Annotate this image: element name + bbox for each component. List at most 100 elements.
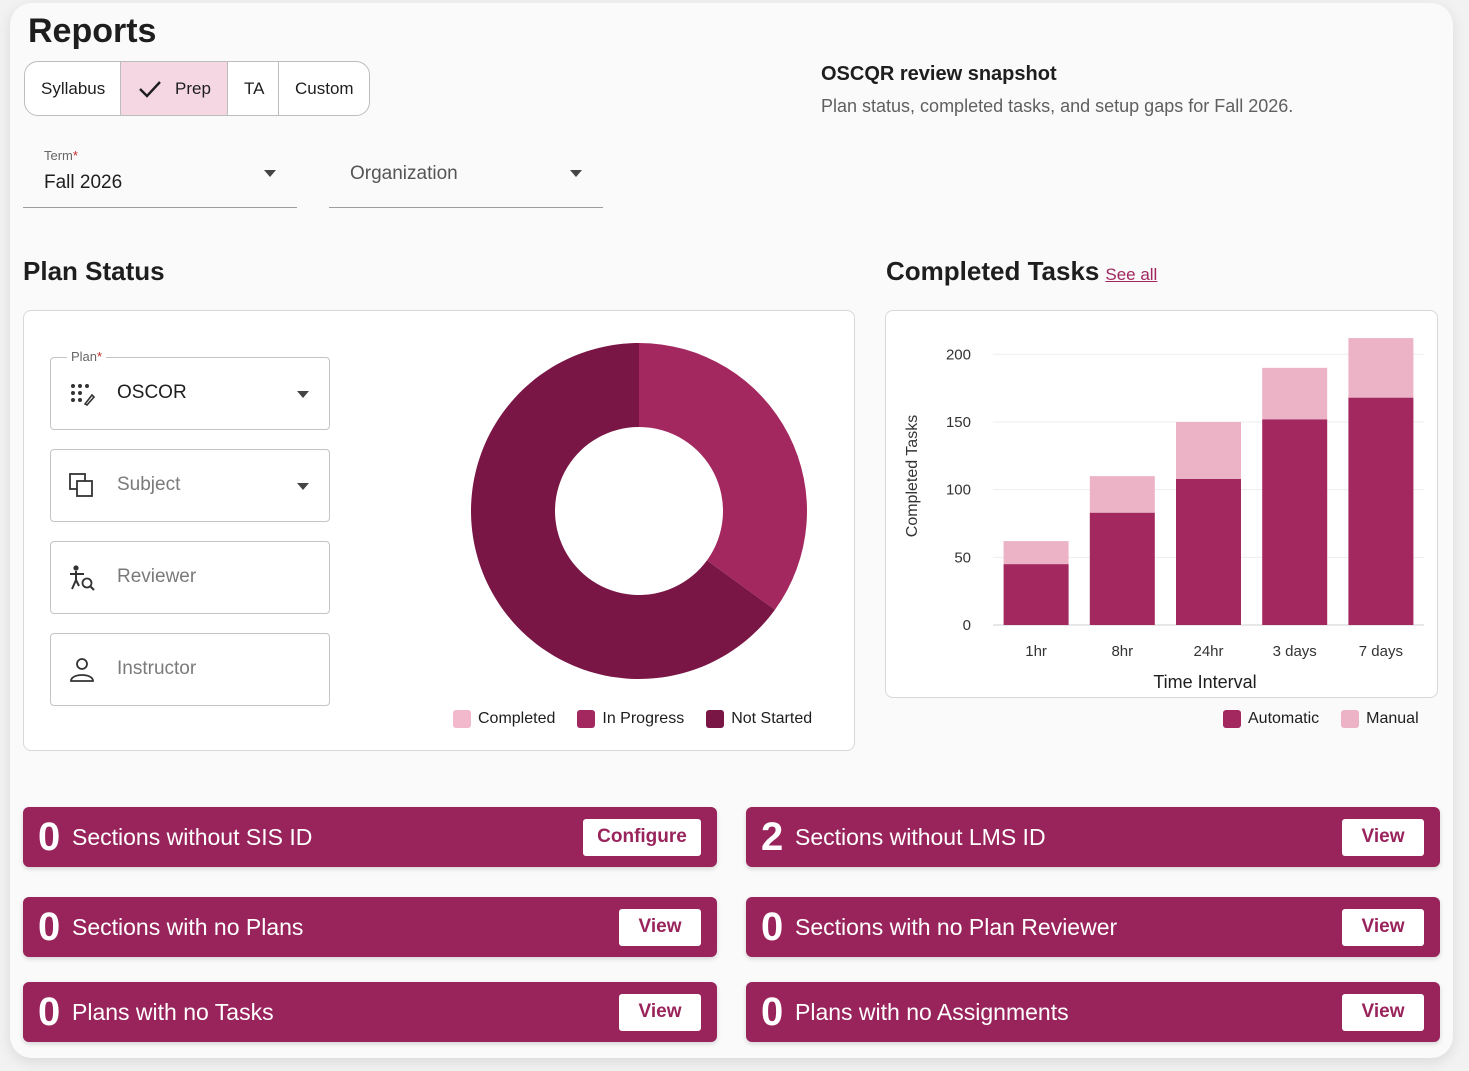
legend-item-not-started: Not Started [706,710,812,728]
y-tick-label: 100 [946,482,971,499]
x-axis-title: Time Interval [1153,672,1256,692]
x-tick-label: 3 days [1273,643,1317,660]
term-label: Term* [44,148,78,163]
gap-banner-no-tasks: 0 Plans with no Tasks View [23,982,717,1042]
tab-prep[interactable]: Prep [121,62,228,115]
bar-automatic-3-days [1262,419,1328,625]
gap-count: 0 [38,904,61,949]
subject-placeholder: Subject [117,474,181,495]
legend-swatch [577,710,596,728]
chevron-down-icon [264,170,276,177]
gap-count: 0 [761,989,784,1034]
view-button[interactable]: View [619,908,701,946]
plan-status-heading: Plan Status [23,256,165,286]
x-tick-label: 1hr [1025,643,1047,660]
plan-dots-icon [71,384,96,406]
legend-item-in-progress: In Progress [577,710,684,728]
subject-select[interactable]: Subject [50,449,330,522]
legend-label: Completed [478,710,556,727]
snapshot-title: OSCQR review snapshot [821,63,1057,85]
completed-tasks-legend: Automatic Manual [1223,710,1419,728]
tab-label: TA [244,78,265,98]
legend-swatch [1223,710,1241,728]
completed-tasks-bar-chart: 0 50 100 150 200 1hr 8hr 24hr 3 days 7 days Compl… [904,338,1424,692]
legend-item-completed: Completed [453,710,555,728]
gap-banner-sis-id: 0 Sections without SIS ID Configure [23,807,717,867]
gap-count: 0 [38,814,61,859]
legend-item-automatic: Automatic [1223,710,1319,728]
gap-banner-no-plan-reviewer: 0 Sections with no Plan Reviewer View [746,897,1440,957]
legend-label: Not Started [731,710,813,727]
bar-automatic-24hr [1176,478,1241,625]
plan-label-text: Plan [71,349,98,364]
y-tick-label: 150 [946,414,971,431]
bar-manual-8hr [1089,476,1155,513]
gap-text: Sections without LMS ID [795,823,1046,850]
gap-text: Sections with no Plan Reviewer [795,913,1118,940]
tab-label: Prep [175,78,211,98]
gap-count: 0 [761,904,784,949]
bar-automatic-1hr [1003,564,1069,625]
completed-tasks-card: 0 50 100 150 200 1hr 8hr 24hr 3 days 7 days Compl… [885,310,1438,698]
bar-manual-24hr [1176,421,1241,479]
tab-label: Syllabus [41,78,106,98]
legend-swatch [453,710,471,728]
reviewer-placeholder: Reviewer [117,566,197,587]
gap-text: Sections without SIS ID [72,823,313,850]
term-select[interactable]: Term* Fall 2026 [23,142,297,208]
view-button[interactable]: View [1342,908,1424,946]
bar-manual-7-days [1348,338,1414,398]
instructor-placeholder: Instructor [117,658,197,679]
legend-swatch [706,710,725,728]
bar-automatic-8hr [1089,512,1155,625]
plan-status-donut-chart [471,343,807,679]
gap-text: Plans with no Assignments [795,998,1069,1025]
plan-status-legend: Completed In Progress Not Started [453,710,812,728]
x-tick-label: 8hr [1111,643,1133,660]
copy-icon [69,473,93,497]
plan-select[interactable]: Plan* OSCOR [50,349,330,430]
view-button[interactable]: View [619,993,701,1031]
term-value: Fall 2026 [44,172,123,193]
completed-tasks-header: Completed Tasks See all [886,256,1157,287]
legend-swatch [1341,710,1360,728]
required-marker: * [72,148,78,163]
tab-ta[interactable]: TA [228,62,279,115]
gap-text: Plans with no Tasks [72,998,274,1025]
x-tick-label: 24hr [1193,643,1223,660]
tab-custom[interactable]: Custom [279,62,369,115]
plan-status-card: Plan* OSCOR Subject Reviewer Ins [23,310,855,751]
chevron-down-icon [570,170,582,177]
plan-label: Plan* [67,349,107,364]
completed-tasks-heading: Completed Tasks [886,256,1100,286]
gap-text: Sections with no Plans [72,913,304,940]
organization-select[interactable]: Organization [329,142,603,208]
view-button[interactable]: View [1342,993,1424,1031]
bar-manual-1hr [1003,541,1069,565]
donut-slice-in-progress [639,343,807,610]
term-label-text: Term [44,148,73,163]
person-icon [70,658,94,682]
legend-label: Automatic [1248,710,1320,727]
configure-button[interactable]: Configure [583,818,701,856]
view-button[interactable]: View [1342,818,1424,856]
tab-syllabus[interactable]: Syllabus [25,62,121,115]
legend-item-manual: Manual [1341,710,1419,728]
donut-slice-not-started [471,343,775,679]
gap-count: 0 [38,989,61,1034]
page-title: Reports [28,12,157,50]
bar-manual-3-days [1262,367,1328,420]
instructor-field[interactable]: Instructor [50,633,330,706]
chevron-down-icon [297,391,309,398]
gap-banner-no-assignments: 0 Plans with no Assignments View [746,982,1440,1042]
report-type-tabs: Syllabus Prep TA Custom [24,61,370,116]
legend-label: Manual [1366,710,1419,727]
legend-label: In Progress [602,710,685,727]
see-all-link[interactable]: See all [1105,265,1158,284]
required-marker: * [97,349,103,364]
gap-banner-no-plans: 0 Sections with no Plans View [23,897,717,957]
y-tick-label: 50 [954,549,971,566]
tab-label: Custom [295,78,354,98]
reviewer-field[interactable]: Reviewer [50,541,330,614]
check-icon [139,80,161,98]
